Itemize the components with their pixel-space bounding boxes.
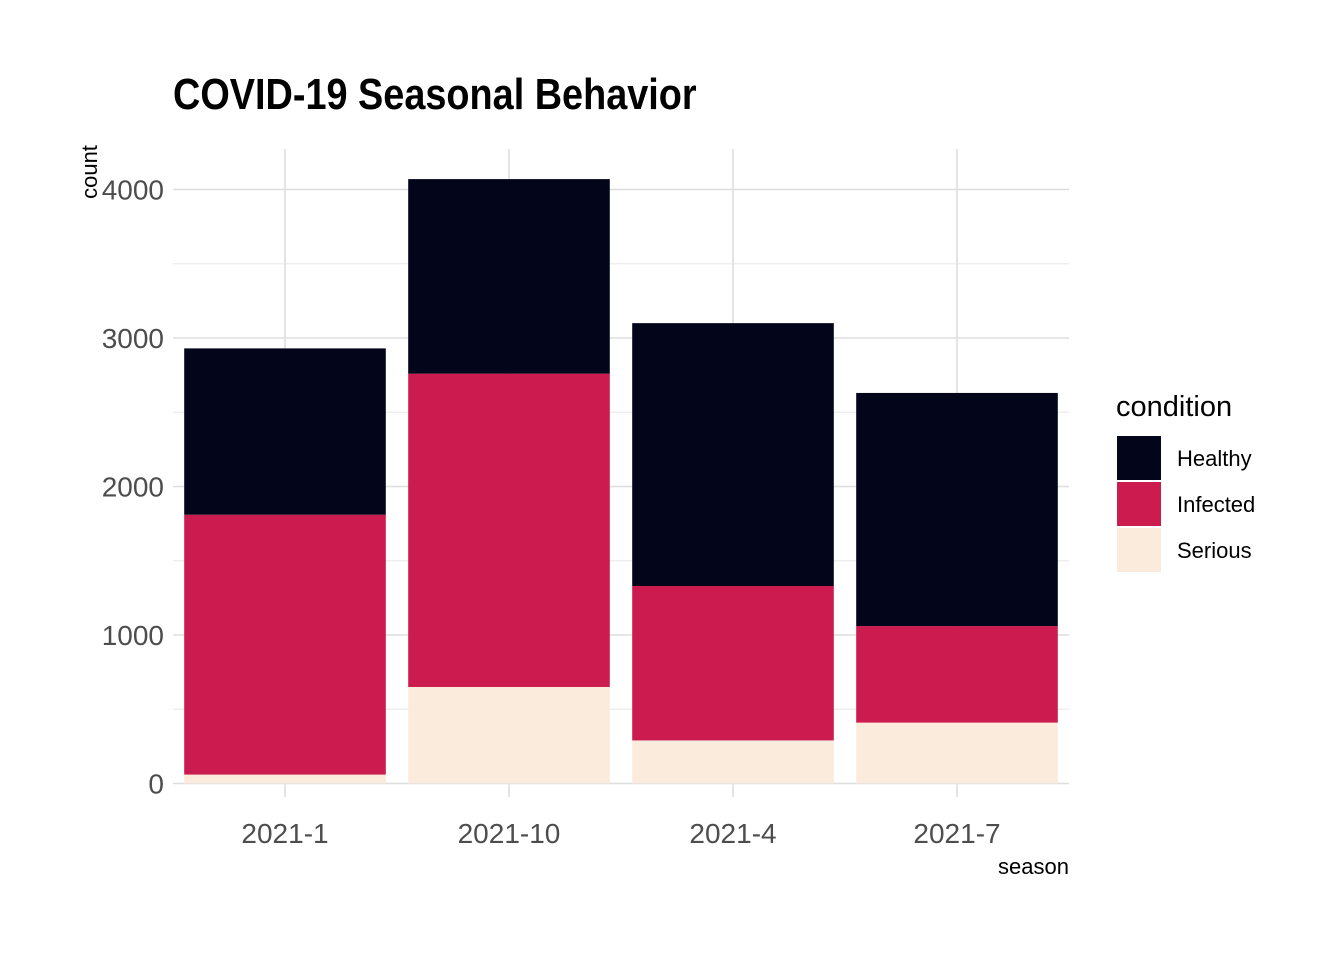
bar-serious-2021-10 bbox=[408, 686, 610, 784]
y-tick-label: 3000 bbox=[102, 323, 164, 354]
legend: condition Healthy Infected Serious bbox=[1116, 391, 1255, 572]
y-axis-title: count bbox=[77, 145, 102, 199]
legend-key-serious bbox=[1117, 528, 1161, 572]
legend-items: Healthy Infected Serious bbox=[1117, 436, 1255, 572]
y-tick-label: 1000 bbox=[102, 620, 164, 651]
legend-label-infected: Infected bbox=[1177, 492, 1255, 517]
bar-healthy-2021-4 bbox=[632, 323, 834, 586]
bars-layer bbox=[184, 179, 1058, 784]
x-tick-label: 2021-10 bbox=[458, 818, 561, 849]
x-axis-title: season bbox=[998, 854, 1069, 879]
y-tick-label: 2000 bbox=[102, 472, 164, 503]
x-tick-label: 2021-1 bbox=[241, 818, 328, 849]
bar-infected-2021-1 bbox=[184, 514, 386, 775]
legend-label-serious: Serious bbox=[1177, 538, 1252, 563]
x-tick-label: 2021-7 bbox=[913, 818, 1000, 849]
bar-healthy-2021-1 bbox=[184, 348, 386, 515]
y-tick-label: 4000 bbox=[102, 175, 164, 206]
legend-label-healthy: Healthy bbox=[1177, 446, 1252, 471]
chart-title: COVID-19 Seasonal Behavior bbox=[173, 70, 697, 119]
x-tick-label: 2021-4 bbox=[689, 818, 776, 849]
y-tick-label: 0 bbox=[148, 769, 164, 800]
bar-serious-2021-1 bbox=[184, 774, 386, 784]
bar-infected-2021-4 bbox=[632, 585, 834, 741]
bar-healthy-2021-10 bbox=[408, 179, 610, 374]
legend-key-healthy bbox=[1117, 436, 1161, 480]
bar-healthy-2021-7 bbox=[856, 392, 1058, 627]
bar-infected-2021-10 bbox=[408, 373, 610, 687]
bar-infected-2021-7 bbox=[856, 626, 1058, 723]
axis-layer: 0 1000 2000 3000 4000 2021-1 2021-10 2021-4 2021… bbox=[102, 175, 1001, 850]
legend-key-infected bbox=[1117, 482, 1161, 526]
legend-title: condition bbox=[1116, 391, 1232, 423]
bar-serious-2021-7 bbox=[856, 722, 1058, 784]
bar-serious-2021-4 bbox=[632, 740, 834, 784]
